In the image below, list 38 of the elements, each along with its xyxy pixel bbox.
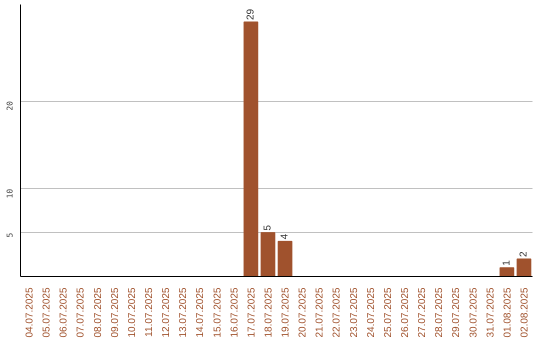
x-tick-label: 24.07.2025: [366, 287, 377, 338]
x-tick-label: 15.07.2025: [212, 287, 224, 338]
data-label: 4: [280, 233, 291, 240]
x-tick-label: 28.07.2025: [434, 287, 446, 338]
data-label: 29: [245, 8, 256, 20]
x-tick-label: 11.07.2025: [144, 287, 155, 337]
y-tick-label: 5: [6, 232, 14, 238]
x-tick-label: 22.07.2025: [332, 287, 343, 338]
x-tick-label: 25.07.2025: [382, 287, 394, 338]
x-tick-label: 31.07.2025: [485, 287, 496, 338]
x-tick-label: 07.07.2025: [76, 287, 87, 338]
x-tick-label: 06.07.2025: [58, 287, 70, 338]
x-tick-label: 02.08.2025: [519, 287, 530, 338]
x-tick-label: 20.07.2025: [298, 287, 309, 338]
data-label: 1: [501, 260, 512, 266]
x-tick-label: 04.07.2025: [24, 287, 36, 338]
x-tick-label: 09.07.2025: [110, 287, 121, 338]
y-tick-label: 10: [6, 188, 14, 198]
x-tick-label: 05.07.2025: [42, 287, 53, 338]
x-tick-label: 13.07.2025: [178, 287, 190, 338]
x-tick-label: 29.07.2025: [451, 287, 462, 338]
x-tick-label: 27.07.2025: [417, 287, 428, 338]
x-tick-label: 12.07.2025: [161, 287, 172, 338]
data-label: 2: [518, 250, 530, 257]
x-tick-label: 19.07.2025: [280, 287, 292, 338]
x-tick-label: 23.07.2025: [348, 287, 360, 338]
x-tick-label: 10.07.2025: [126, 287, 138, 338]
x-tick-label: 17.07.2025: [246, 287, 258, 338]
y-tick-label: 20: [6, 100, 14, 111]
x-tick-label: 14.07.2025: [195, 287, 206, 338]
x-tick-label: 08.07.2025: [92, 287, 104, 338]
x-tick-label: 16.07.2025: [229, 287, 240, 338]
x-tick-label: 18.07.2025: [263, 287, 274, 338]
x-tick-label: 01.08.2025: [502, 287, 514, 338]
x-tick-label: 21.07.2025: [314, 287, 326, 338]
data-label: 5: [262, 224, 274, 231]
x-tick-label: 30.07.2025: [468, 287, 480, 338]
x-tick-label: 26.07.2025: [400, 287, 411, 338]
